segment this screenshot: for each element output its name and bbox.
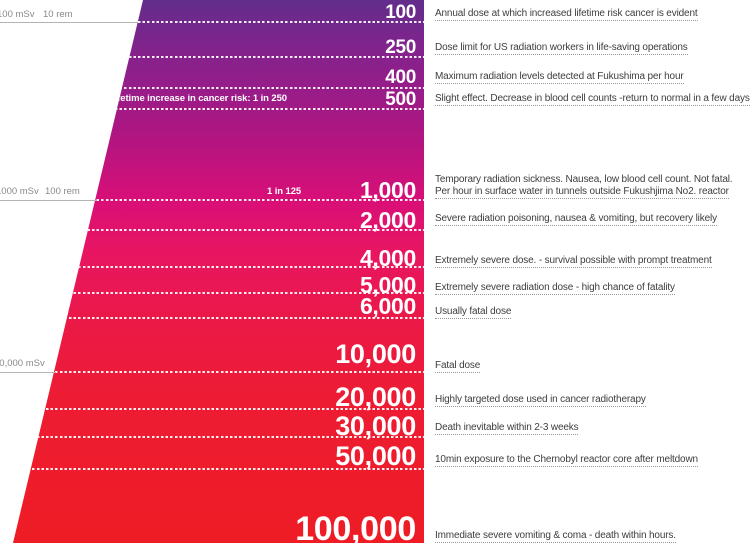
axis-label-rem-10: 10 rem <box>43 9 73 20</box>
axis-label-rem-100: 100 rem <box>45 186 80 197</box>
dose-description-50000: 10min exposure to the Chernobyl reactor … <box>435 454 698 467</box>
axis-tick-line-1000 <box>0 200 97 201</box>
band-separator <box>13 317 424 319</box>
dose-description-400: Maximum radiation levels detected at Fuk… <box>435 71 684 84</box>
band-separator <box>13 266 424 268</box>
band-separator <box>13 436 424 438</box>
dose-value-100000: 100,000 <box>295 510 416 548</box>
band-separator <box>13 21 424 23</box>
band-separator <box>13 108 424 110</box>
dose-description-5000: Extremely severe radiation dose - high c… <box>435 282 675 295</box>
dose-description-500: Slight effect. Decrease in blood cell co… <box>435 93 750 106</box>
axis-label-msv-1000: 1000 mSv <box>0 186 39 197</box>
dose-value-250: 250 <box>385 37 416 58</box>
dose-description-10000: Fatal dose <box>435 360 481 373</box>
dose-description-6000: Usually fatal dose <box>435 306 512 319</box>
axis-tick-line-10000 <box>0 372 56 373</box>
cancer-risk-annotation-1000: 1 in 125 <box>267 186 302 197</box>
dose-description-100: Annual dose at which increased lifetime … <box>435 8 698 21</box>
dose-description-100000: Immediate severe vomiting & coma - death… <box>435 530 676 543</box>
cancer-risk-annotation-500: Lifetime increase in cancer risk: 1 in 2… <box>109 93 287 104</box>
axis-label-msv-100: 100 mSv <box>0 9 35 20</box>
dose-value-2000: 2,000 <box>359 207 416 233</box>
dose-value-50000: 50,000 <box>335 441 416 471</box>
dose-value-4000: 4,000 <box>359 245 416 271</box>
band-separator <box>13 292 424 294</box>
dose-value-500: 500 <box>385 89 416 110</box>
dose-value-5000: 5,000 <box>359 272 416 298</box>
band-separator <box>13 199 424 201</box>
band-separator <box>13 468 424 470</box>
dose-value-10000: 10,000 <box>335 339 416 369</box>
axis-tick-line-100 <box>0 22 138 23</box>
dose-value-100: 100 <box>385 2 416 23</box>
dose-description-4000: Extremely severe dose. - survival possib… <box>435 255 712 268</box>
band-separator <box>13 229 424 231</box>
dose-description-20000: Highly targeted dose used in cancer radi… <box>435 394 646 407</box>
band-separator <box>13 56 424 58</box>
dose-value-6000: 6,000 <box>359 293 416 319</box>
axis-label-msv-10000: 10,000 mSv <box>0 358 45 369</box>
dose-value-20000: 20,000 <box>335 382 416 412</box>
dose-value-30000: 30,000 <box>335 411 416 441</box>
dose-value-400: 400 <box>385 67 416 88</box>
band-separator <box>13 87 424 89</box>
dose-value-1000: 1,000 <box>359 177 416 203</box>
dose-description-30000: Death inevitable within 2-3 weeks <box>435 422 579 435</box>
band-separator <box>13 408 424 410</box>
dose-description-2000: Severe radiation poisoning, nausea & vom… <box>435 213 717 226</box>
dose-description-1000: Temporary radiation sickness. Nausea, lo… <box>435 174 733 199</box>
band-separator <box>13 371 424 373</box>
dose-description-250: Dose limit for US radiation workers in l… <box>435 42 688 55</box>
